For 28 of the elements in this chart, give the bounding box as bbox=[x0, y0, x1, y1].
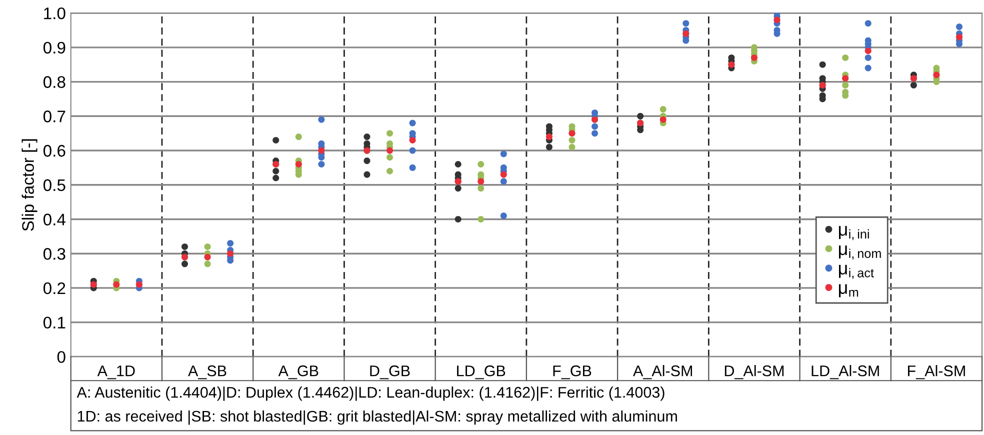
y-tick-label: 0.6 bbox=[43, 144, 66, 157]
y-tick-label: 0.9 bbox=[43, 42, 66, 54]
y-tick-label: 0 bbox=[57, 351, 66, 363]
y-tick-label: 0.4 bbox=[43, 214, 66, 226]
x-tick-label: LD_Al-SM bbox=[812, 365, 879, 380]
x-tick-label: A_Al-SM bbox=[633, 365, 692, 380]
legend-label: μ$_{i,nom}$ bbox=[838, 245, 881, 260]
legend-label: μ$_{i,ini}$ bbox=[838, 226, 869, 240]
y-axis-title: Slip factor [-] bbox=[22, 139, 38, 231]
x-tick-label: F_Al-SM bbox=[908, 365, 965, 380]
y-tick-label: 0.7 bbox=[43, 110, 66, 122]
y-tick-label: 0.3 bbox=[43, 248, 66, 260]
legend-label: μ$_{m}$ bbox=[838, 284, 858, 298]
x-tick-label: LD_GB bbox=[457, 365, 506, 380]
x-tick-label: F_GB bbox=[553, 365, 592, 380]
y-tick-label: 0.2 bbox=[43, 282, 66, 294]
y-tick-label: 0.1 bbox=[43, 316, 66, 329]
y-tick-label: 0.8 bbox=[43, 76, 66, 88]
x-tick-label: A_1D bbox=[97, 366, 135, 380]
x-tick-label: A_GB bbox=[278, 365, 318, 380]
text: 1D: as received |SB: shot blasted|GB: grit blasted|Al-SM: spray metallized with aluminum bbox=[78, 410, 677, 425]
y-tick-label: 1.0 bbox=[44, 7, 66, 20]
x-tick-label: A_SB bbox=[188, 365, 226, 380]
legend-label: μ$_{i,act}$ bbox=[838, 264, 874, 279]
text: A: Austenitic (1.4404)|D: Duplex (1.4462)|LD: Lean-duplex: (1.4162)|F: Ferritic (1.4003) bbox=[76, 386, 664, 401]
y-tick-label: 0.5 bbox=[43, 179, 66, 192]
x-tick-label: D_GB bbox=[370, 365, 410, 380]
x-tick-label: D_Al-SM bbox=[724, 365, 784, 380]
